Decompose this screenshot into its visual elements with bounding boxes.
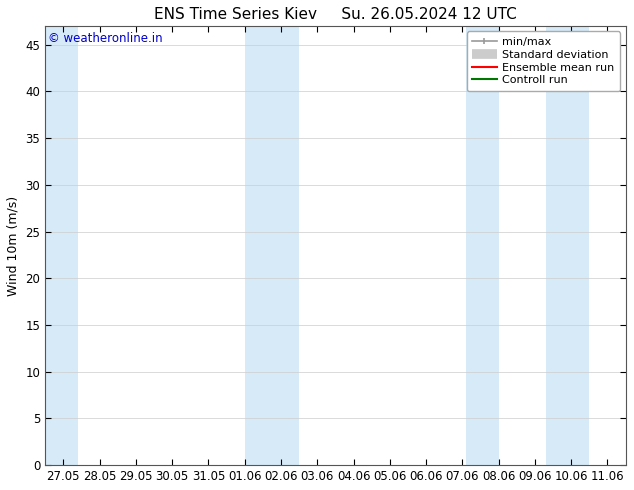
Text: © weatheronline.in: © weatheronline.in — [48, 32, 163, 46]
Bar — [45, 26, 78, 465]
Bar — [546, 26, 590, 465]
Y-axis label: Wind 10m (m/s): Wind 10m (m/s) — [7, 196, 20, 295]
Legend: min/max, Standard deviation, Ensemble mean run, Controll run: min/max, Standard deviation, Ensemble me… — [467, 31, 620, 91]
Bar — [245, 26, 299, 465]
Bar — [466, 26, 499, 465]
Title: ENS Time Series Kiev     Su. 26.05.2024 12 UTC: ENS Time Series Kiev Su. 26.05.2024 12 U… — [154, 7, 517, 22]
